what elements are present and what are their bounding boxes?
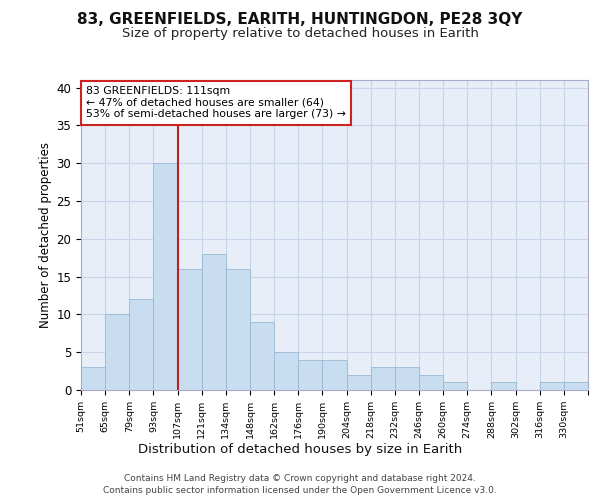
Bar bbox=[250, 322, 274, 390]
Text: Contains HM Land Registry data © Crown copyright and database right 2024.: Contains HM Land Registry data © Crown c… bbox=[124, 474, 476, 483]
Bar bbox=[395, 368, 419, 390]
Bar bbox=[443, 382, 467, 390]
Bar bbox=[491, 382, 515, 390]
Bar bbox=[105, 314, 129, 390]
Text: Contains public sector information licensed under the Open Government Licence v3: Contains public sector information licen… bbox=[103, 486, 497, 495]
Bar bbox=[540, 382, 564, 390]
Bar bbox=[298, 360, 322, 390]
Text: Size of property relative to detached houses in Earith: Size of property relative to detached ho… bbox=[122, 28, 478, 40]
Bar bbox=[154, 163, 178, 390]
Bar bbox=[129, 300, 154, 390]
Text: 83 GREENFIELDS: 111sqm
← 47% of detached houses are smaller (64)
53% of semi-det: 83 GREENFIELDS: 111sqm ← 47% of detached… bbox=[86, 86, 346, 120]
Y-axis label: Number of detached properties: Number of detached properties bbox=[39, 142, 52, 328]
Bar bbox=[564, 382, 588, 390]
Bar bbox=[419, 375, 443, 390]
Bar bbox=[178, 269, 202, 390]
Bar bbox=[371, 368, 395, 390]
Bar bbox=[202, 254, 226, 390]
Bar bbox=[226, 269, 250, 390]
Bar bbox=[81, 368, 105, 390]
Text: 83, GREENFIELDS, EARITH, HUNTINGDON, PE28 3QY: 83, GREENFIELDS, EARITH, HUNTINGDON, PE2… bbox=[77, 12, 523, 28]
Bar bbox=[322, 360, 347, 390]
Text: Distribution of detached houses by size in Earith: Distribution of detached houses by size … bbox=[138, 442, 462, 456]
Bar bbox=[274, 352, 298, 390]
Bar bbox=[347, 375, 371, 390]
